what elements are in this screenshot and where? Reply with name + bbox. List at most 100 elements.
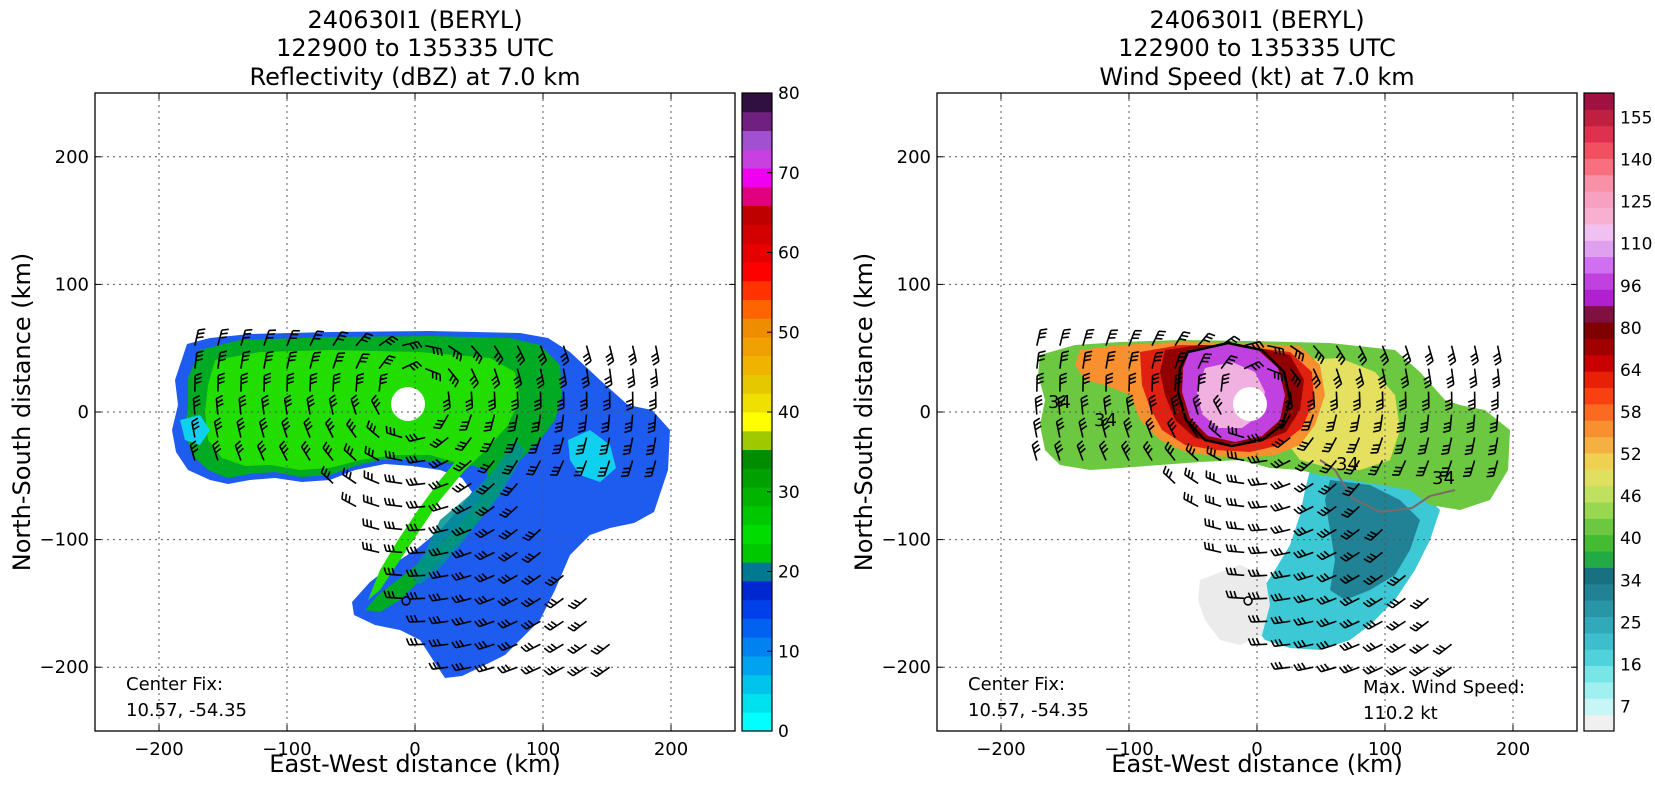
reflectivity-barb-flag (322, 441, 328, 449)
reflectivity-barb-flag (582, 383, 590, 389)
wind-barb-flag (1078, 444, 1085, 450)
reflectivity-barb (504, 528, 518, 540)
reflectivity-barb-flag (481, 484, 489, 490)
wind-barb-flag (1373, 425, 1381, 429)
wind-barb-flag (1356, 379, 1363, 385)
reflectivity-barb (502, 643, 518, 652)
reflectivity-barb-flag (580, 406, 588, 411)
wind-barb-flag (1123, 417, 1130, 423)
reflectivity-barb (573, 597, 588, 610)
wind-barb (1379, 414, 1384, 431)
wind-barb-flag (1147, 421, 1154, 427)
wind-contour-label-3: 34 (1336, 454, 1359, 475)
wind-barb-flag (1314, 351, 1320, 359)
reflectivity-barb-flag (428, 639, 434, 647)
wind-barb-flag (1211, 422, 1216, 431)
reflectivity-barb-flag (328, 394, 336, 400)
wind-colorbar-swatch (1584, 567, 1614, 585)
wind-barb-flag (1339, 600, 1346, 607)
reflectivity-barb-flag (351, 398, 359, 404)
wind-barb (1170, 398, 1176, 415)
reflectivity-barb-flag (508, 425, 516, 429)
wind-barb-flag (1225, 361, 1233, 365)
reflectivity-barb-flag (242, 354, 250, 358)
wind-barb-flag (1225, 544, 1230, 552)
reflectivity-barb-flag (629, 356, 636, 362)
wind-barb-flag (1190, 421, 1196, 429)
reflectivity-barb-flag (196, 350, 204, 354)
reflectivity-barb-flag (554, 425, 563, 429)
wind-barb-flag (1335, 351, 1342, 359)
wind-barb-flag (1339, 622, 1346, 629)
wind-barb-flag (1357, 383, 1364, 389)
reflectivity-barb-flag (325, 417, 332, 424)
reflectivity-barb-flag (527, 469, 536, 472)
wind-barb-flag (1319, 619, 1326, 626)
wind-barb (1344, 666, 1360, 674)
wind-barb-flag (1034, 447, 1041, 454)
wind-34kt-contour (1319, 459, 1456, 514)
wind-colorbar-swatch (1584, 354, 1614, 372)
wind-barb-flag (1415, 621, 1423, 627)
wind-colorbar-frame (1583, 92, 1615, 732)
wind-barb-flag (1323, 484, 1331, 490)
wind-barb-flag (1346, 574, 1353, 580)
reflectivity-barb-flag (238, 394, 246, 400)
wind-barb-flag (1307, 406, 1315, 412)
reflectivity-colorbar-swatch (742, 186, 772, 207)
wind-barb-flag (1250, 434, 1257, 441)
wind-barb-flag (1412, 624, 1420, 630)
reflectivity-barb (505, 505, 518, 518)
reflectivity-colorbar-swatch (742, 111, 772, 132)
reflectivity-barb-flag (544, 603, 552, 609)
reflectivity-barb-flag (193, 398, 201, 404)
reflectivity-barb-flag (451, 574, 457, 581)
wind-barb-flag (1297, 617, 1303, 625)
wind-barb-flag (1037, 358, 1045, 362)
reflectivity-barb-flag (604, 379, 612, 385)
reflectivity-barb-flag (511, 406, 519, 412)
wind-barb-flag (1323, 506, 1331, 512)
reflectivity-xlabel: East-West distance (km) (269, 750, 560, 778)
wind-barb-flag (1466, 429, 1474, 434)
reflectivity-barb (325, 422, 334, 438)
reflectivity-barb-flag (570, 624, 578, 630)
wind-colorbar-tick-label: 96 (1620, 277, 1642, 297)
wind-barb-flag (1466, 425, 1474, 430)
reflectivity-barb-flag (337, 338, 345, 341)
reflectivity-barb-flag (259, 417, 266, 423)
reflectivity-barb-flag (579, 402, 588, 407)
wind-barb-flag (1273, 460, 1281, 467)
wind-barb-flag (1362, 646, 1369, 653)
wind-barb-flag (1126, 398, 1134, 404)
reflectivity-barb (212, 445, 219, 461)
reflectivity-barb-flag (560, 352, 567, 359)
wind-colorbar-swatch (1584, 272, 1614, 290)
wind-barb-flag (1330, 398, 1338, 404)
reflectivity-barb-flag (236, 444, 243, 450)
reflectivity-barb-flag (219, 336, 227, 339)
wind-barb-flag (1489, 444, 1497, 448)
reflectivity-barb (525, 666, 541, 675)
wind-barb-flag (1149, 398, 1157, 404)
reflectivity-barb-flag (475, 511, 482, 517)
wind-barb-flag (1300, 482, 1308, 489)
reflectivity-wind-barbs (189, 328, 660, 678)
reflectivity-barb-flag (646, 448, 654, 452)
reflectivity-barb-flag (517, 355, 524, 363)
wind-barb (1344, 620, 1360, 629)
wind-barb-flag (1282, 348, 1285, 356)
wind-barb-flag (1167, 417, 1174, 424)
reflectivity-barb-flag (469, 375, 476, 382)
wind-barb (1307, 414, 1315, 430)
wind-barb-flag (1034, 425, 1042, 431)
wind-barb-flag (1321, 466, 1330, 471)
wind-barb-flag (1366, 555, 1374, 561)
reflectivity-barb-flag (543, 647, 551, 654)
wind-barb-flag (1255, 455, 1261, 463)
reflectivity-barb-flag (477, 664, 484, 672)
wind-barb (1274, 551, 1291, 557)
wind-barb-flag (1415, 644, 1423, 650)
wind-barb-flag (1374, 421, 1382, 425)
wind-barb-flag (1412, 601, 1420, 607)
